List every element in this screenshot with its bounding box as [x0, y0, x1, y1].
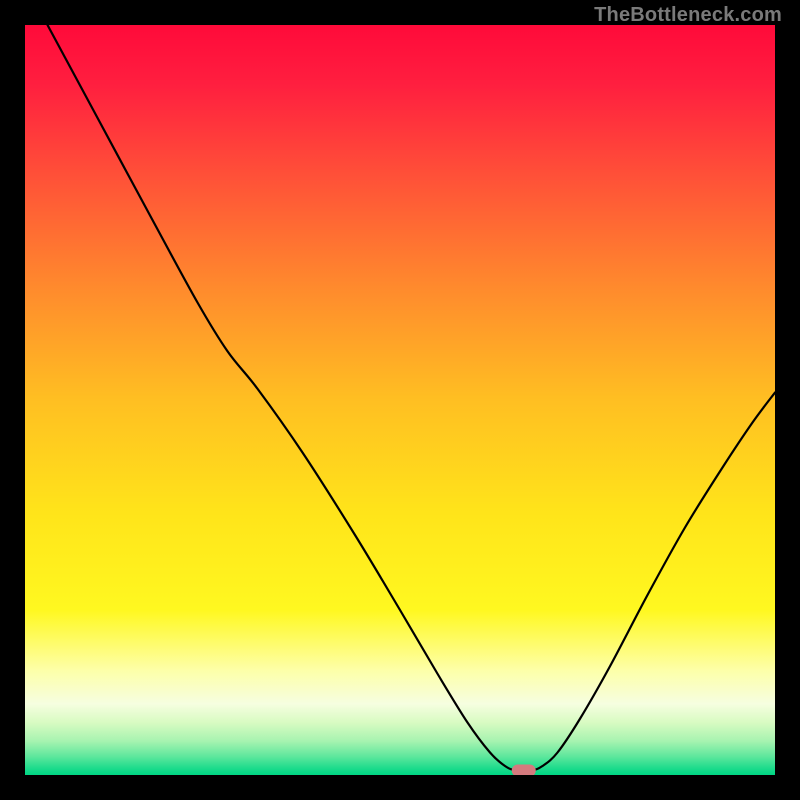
optimal-marker	[512, 765, 536, 776]
bottleneck-chart	[25, 25, 775, 775]
chart-background	[25, 25, 775, 775]
watermark-text: TheBottleneck.com	[594, 4, 782, 27]
chart-container: TheBottleneck.com	[0, 0, 800, 800]
